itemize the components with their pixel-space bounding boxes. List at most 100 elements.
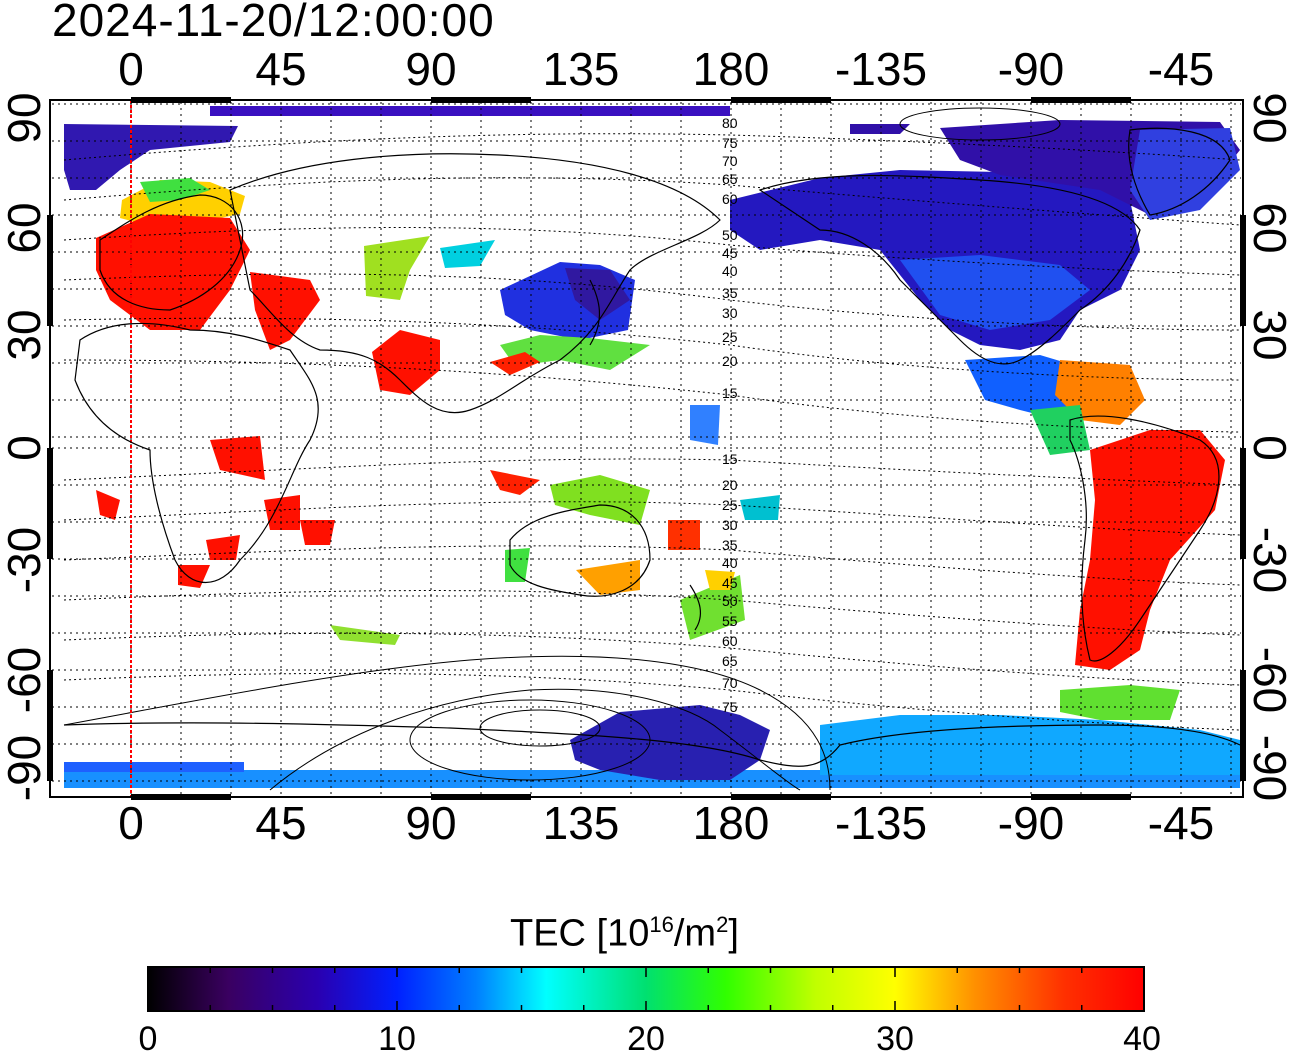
y-tick-right: -90 (1244, 734, 1294, 802)
tec-region-caribbean-green (1030, 405, 1090, 455)
colorbar-tick-label: 30 (876, 1020, 914, 1058)
contour-label: 55 (722, 613, 738, 629)
y-tick-left: -60 (0, 646, 50, 714)
colorbar-tick-label: 40 (1123, 1020, 1161, 1058)
tec-region-arctic-west (64, 124, 238, 190)
tec-region-central-asia (364, 236, 430, 300)
tec-polar-band-south2 (64, 762, 244, 772)
tec-region-pacific-cyan (740, 495, 780, 520)
contour-label: 20 (722, 477, 738, 493)
tec-region-scandinavia-green (140, 178, 210, 202)
y-tick-right: 90 (1244, 92, 1294, 144)
y-tick-left: -30 (0, 526, 50, 594)
tec-region-antarctic-east (820, 715, 1240, 775)
tec-region-africa-b (206, 535, 240, 560)
tec-region-east-asia-dark (565, 268, 630, 320)
x-tick-top: -45 (1147, 43, 1215, 95)
contour-label: 50 (722, 227, 738, 243)
contour-label: 30 (722, 305, 738, 321)
contour-label: 45 (722, 575, 738, 591)
x-tick-bottom: 0 (118, 797, 144, 849)
tec-region-siberia-cyan (440, 240, 495, 268)
tec-region-alaska (850, 124, 910, 134)
coastlines (63, 127, 1241, 767)
tec-region-nz-yellow (705, 570, 735, 590)
x-tick-bottom: 180 (692, 797, 770, 849)
magnetic-contours (63, 107, 1241, 791)
x-tick-bottom: -90 (997, 797, 1065, 849)
tec-data-layer (64, 106, 1240, 788)
x-tick-bottom: 135 (542, 797, 620, 849)
x-tick-bottom: -135 (834, 797, 928, 849)
contour-label: 65 (722, 653, 738, 669)
tec-region-antarctic-green (1060, 685, 1180, 720)
colorbar-tick-label: 0 (138, 1020, 158, 1058)
contour-label: 65 (722, 171, 738, 187)
x-tick-top: -90 (997, 43, 1065, 95)
contour-label: 30 (722, 517, 738, 533)
colorbar-title: TEC [1016/m2] (510, 912, 739, 955)
contour-label: 20 (722, 353, 738, 369)
y-tick-left: -90 (0, 734, 50, 802)
contour-label: 40 (722, 263, 738, 279)
tec-region-greenland-blue (1130, 128, 1240, 220)
tec-region-south-america (1075, 430, 1225, 670)
tec-region-australia-s (576, 560, 640, 595)
contour-label: 70 (722, 153, 738, 169)
tec-region-middleeast (250, 272, 320, 350)
map-timestamp-title: 2024-11-20/12:00:00 (52, 0, 495, 46)
contour-label: 75 (722, 699, 738, 715)
tec-region-africa-d (264, 495, 300, 530)
tec-region-africa-a (210, 436, 265, 480)
contour-label: 60 (722, 633, 738, 649)
x-tick-bottom: 90 (405, 797, 457, 849)
colorbar-ticks (147, 967, 1145, 1011)
contour-label: 80 (722, 115, 738, 131)
tec-region-europe (96, 214, 250, 330)
tec-region-africa-f (300, 520, 335, 545)
x-tick-bottom: -45 (1147, 797, 1215, 849)
tec-region-nz (680, 575, 745, 640)
colorbar-tick-label: 10 (378, 1020, 416, 1058)
y-tick-right: 60 (1244, 202, 1294, 254)
contour-label: 70 (722, 675, 738, 691)
tec-region-australia-w (505, 548, 530, 582)
contour-label: 25 (722, 497, 738, 513)
contour-label: 25 (722, 329, 738, 345)
x-tick-top: 180 (692, 43, 770, 95)
x-tick-top: 45 (255, 43, 307, 95)
y-tick-right: -60 (1244, 646, 1294, 714)
y-tick-right: 30 (1244, 309, 1294, 361)
tec-region-africa-e (96, 490, 120, 520)
x-tick-top: 0 (118, 43, 144, 95)
tec-region-north-america-blue (900, 255, 1090, 330)
tec-region-pacific-red (668, 520, 700, 550)
y-tick-left: 90 (0, 92, 50, 144)
x-tick-top: -135 (834, 43, 928, 95)
tec-region-pacific-blue (690, 405, 720, 445)
tec-region-africa-c (178, 565, 210, 588)
x-tick-bottom: 45 (255, 797, 307, 849)
contour-label: 35 (722, 537, 738, 553)
x-tick-top: 135 (542, 43, 620, 95)
x-tick-top: 90 (405, 43, 457, 95)
colorbar-tick-label: 20 (627, 1020, 665, 1058)
tec-region-ne-australia (550, 475, 650, 525)
tec-polar-band-north-west (210, 106, 730, 116)
contour-labels: 80 75 70 65 60 50 45 40 35 30 25 20 15 15 20 25 30 35 40 45… (722, 115, 738, 715)
y-tick-right: 0 (1244, 435, 1294, 461)
y-tick-left: 30 (0, 309, 50, 361)
y-tick-left: 0 (0, 435, 50, 461)
y-tick-right: -30 (1244, 526, 1294, 594)
tec-region-indonesia (490, 470, 540, 495)
tec-region-south-atlantic (330, 625, 400, 645)
contour-label: 75 (722, 135, 738, 151)
contour-label: 15 (722, 385, 738, 401)
contour-label: 15 (722, 451, 738, 467)
frame-ticks (47, 97, 1246, 800)
contour-label: 35 (722, 285, 738, 301)
contour-label: 45 (722, 245, 738, 261)
y-tick-left: 60 (0, 202, 50, 254)
contour-label: 50 (722, 593, 738, 609)
